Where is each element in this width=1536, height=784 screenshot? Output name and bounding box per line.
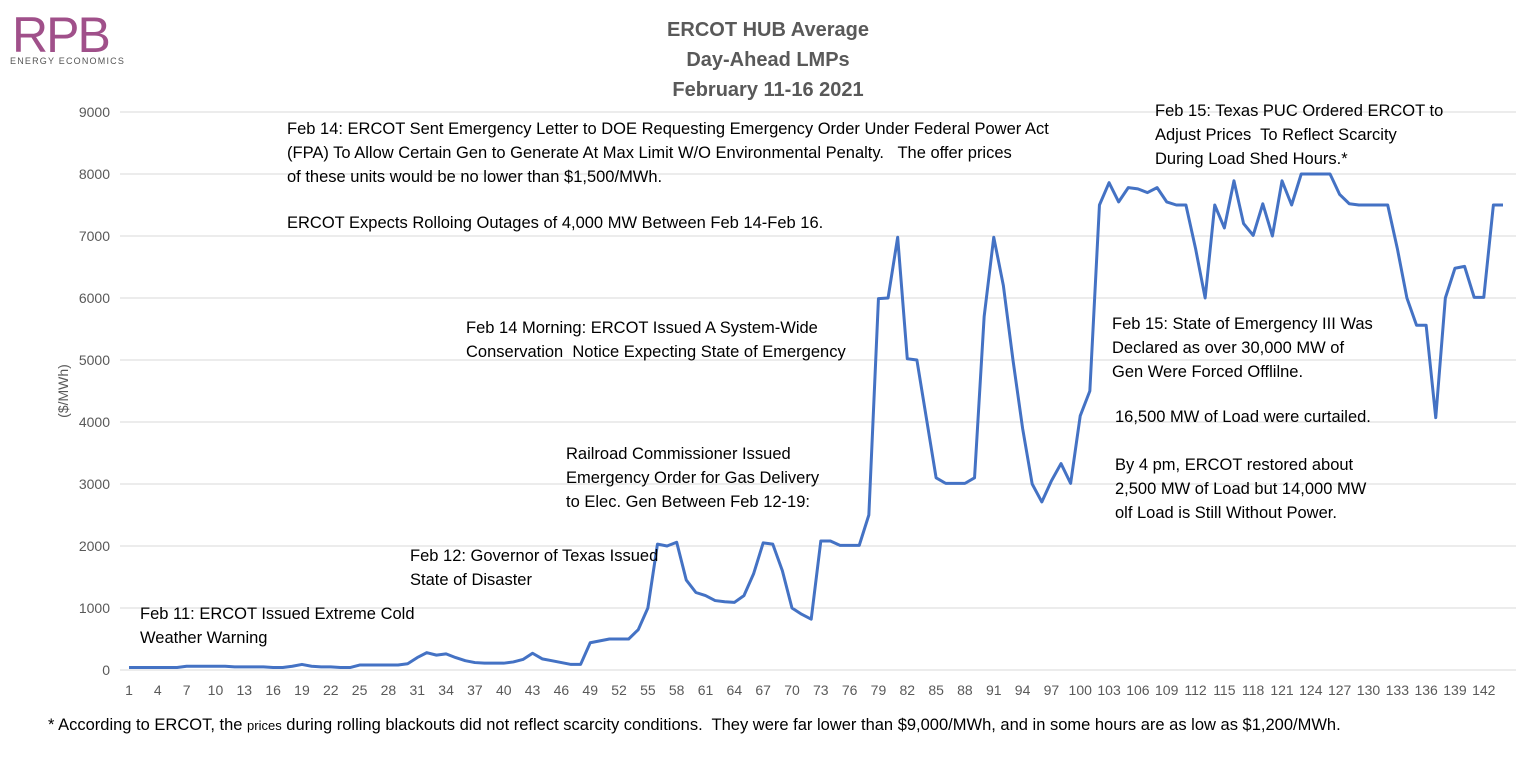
annotation: 16,500 MW of Load were curtailed.: [1115, 408, 1371, 426]
y-axis-label: ($/MWh): [55, 364, 71, 418]
x-tick-label: 61: [698, 682, 714, 698]
annotation: Feb 14: ERCOT Sent Emergency Letter to D…: [287, 120, 1049, 138]
x-tick-label: 73: [813, 682, 829, 698]
y-tick-label: 8000: [79, 166, 110, 182]
annotation: (FPA) To Allow Certain Gen to Generate A…: [287, 144, 1012, 162]
x-tick-label: 88: [957, 682, 973, 698]
x-tick-label: 91: [986, 682, 1002, 698]
y-tick-label: 0: [102, 662, 110, 678]
x-tick-label: 109: [1155, 682, 1179, 698]
annotation: Feb 15: State of Emergency III Was: [1112, 315, 1373, 333]
x-tick-label: 106: [1126, 682, 1150, 698]
logo: RPB: [12, 7, 109, 63]
annotation: olf Load is Still Without Power.: [1115, 504, 1337, 522]
x-tick-label: 85: [928, 682, 944, 698]
x-tick-label: 103: [1097, 682, 1121, 698]
x-tick-label: 133: [1386, 682, 1410, 698]
x-tick-label: 115: [1213, 682, 1236, 698]
x-tick-label: 25: [352, 682, 368, 698]
x-tick-label: 46: [554, 682, 570, 698]
annotation: During Load Shed Hours.*: [1155, 150, 1348, 168]
x-tick-label: 124: [1299, 682, 1323, 698]
x-tick-label: 79: [871, 682, 887, 698]
x-tick-label: 136: [1414, 682, 1438, 698]
x-tick-label: 142: [1472, 682, 1496, 698]
annotation: Emergency Order for Gas Delivery: [566, 469, 820, 487]
x-tick-label: 43: [525, 682, 541, 698]
x-tick-label: 127: [1328, 682, 1352, 698]
y-tick-label: 7000: [79, 228, 110, 244]
x-tick-label: 58: [669, 682, 685, 698]
x-tick-label: 1: [125, 682, 133, 698]
x-tick-label: 37: [467, 682, 483, 698]
y-tick-label: 6000: [79, 290, 110, 306]
x-tick-label: 52: [611, 682, 627, 698]
annotation: Gen Were Forced Offlilne.: [1112, 363, 1303, 381]
annotation: Adjust Prices To Reflect Scarcity: [1155, 126, 1398, 144]
annotation: Declared as over 30,000 MW of: [1112, 339, 1344, 357]
annotation: Feb 15: Texas PUC Ordered ERCOT to: [1155, 102, 1443, 120]
x-tick-label: 22: [323, 682, 339, 698]
x-tick-label: 139: [1443, 682, 1467, 698]
annotation: Conservation Notice Expecting State of E…: [466, 343, 846, 361]
x-tick-label: 10: [208, 682, 224, 698]
annotation: Feb 12: Governor of Texas Issued: [410, 547, 658, 565]
annotation: Feb 11: ERCOT Issued Extreme Cold: [140, 605, 415, 623]
y-tick-label: 5000: [79, 352, 110, 368]
x-tick-label: 49: [582, 682, 598, 698]
x-tick-label: 112: [1184, 682, 1207, 698]
annotation: ERCOT Expects Rolloing Outages of 4,000 …: [287, 214, 823, 232]
chart-title: Day-Ahead LMPs: [686, 49, 849, 71]
footnote-part: * According to ERCOT, the: [48, 716, 247, 734]
x-tick-label: 76: [842, 682, 858, 698]
chart-title: ERCOT HUB Average: [667, 19, 869, 41]
annotation: Feb 14 Morning: ERCOT Issued A System-Wi…: [466, 319, 818, 337]
y-tick-label: 2000: [79, 538, 110, 554]
y-tick-label: 1000: [79, 600, 110, 616]
x-tick-label: 19: [294, 682, 310, 698]
x-tick-label: 67: [755, 682, 771, 698]
annotation: to Elec. Gen Between Feb 12-19:: [566, 493, 810, 511]
line-series: [129, 172, 1503, 670]
x-tick-label: 82: [899, 682, 915, 698]
y-tick-label: 9000: [79, 104, 110, 120]
x-tick-label: 94: [1015, 682, 1031, 698]
x-tick-label: 97: [1044, 682, 1060, 698]
annotation: By 4 pm, ERCOT restored about: [1115, 456, 1354, 474]
y-tick-label: 4000: [79, 414, 110, 430]
x-tick-label: 40: [496, 682, 512, 698]
x-tick-label: 118: [1242, 682, 1265, 698]
x-tick-label: 64: [727, 682, 743, 698]
x-tick-label: 55: [640, 682, 656, 698]
x-tick-label: 4: [154, 682, 162, 698]
annotation: 2,500 MW of Load but 14,000 MW: [1115, 480, 1367, 498]
x-tick-label: 34: [438, 682, 454, 698]
logo-subtitle: ENERGY ECONOMICS: [10, 56, 125, 66]
x-tick-label: 121: [1270, 682, 1294, 698]
annotation: Weather Warning: [140, 629, 267, 647]
footnote-part: during rolling blackouts did not reflect…: [282, 716, 1341, 734]
footnote: * According to ERCOT, the prices during …: [48, 716, 1341, 734]
annotation: Railroad Commissioner Issued: [566, 445, 791, 463]
x-tick-label: 28: [381, 682, 397, 698]
annotation: State of Disaster: [410, 571, 532, 589]
x-tick-label: 130: [1357, 682, 1381, 698]
x-tick-label: 13: [237, 682, 253, 698]
annotation: of these units would be no lower than $1…: [287, 168, 662, 186]
x-tick-label: 100: [1069, 682, 1093, 698]
footnote-part: prices: [247, 718, 282, 733]
chart-title: February 11-16 2021: [672, 79, 863, 101]
x-tick-label: 31: [409, 682, 425, 698]
x-tick-label: 16: [265, 682, 281, 698]
y-tick-label: 3000: [79, 476, 110, 492]
x-tick-label: 70: [784, 682, 800, 698]
x-tick-label: 7: [183, 682, 191, 698]
